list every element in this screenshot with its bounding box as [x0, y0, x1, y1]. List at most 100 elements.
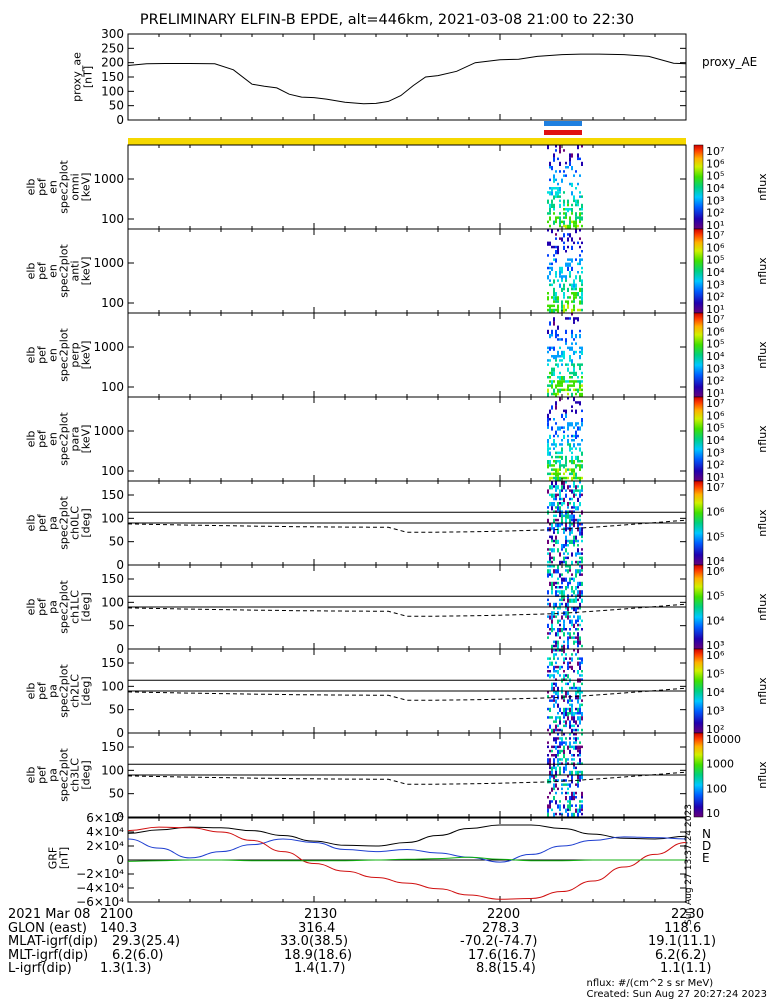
spectrogram-cell: [581, 670, 583, 673]
spectrogram-cell: [547, 229, 549, 232]
spectrogram-cell: [561, 548, 563, 551]
spectrogram-cell: [573, 796, 575, 801]
spectrogram-cell: [547, 779, 549, 784]
spectrogram-cell: [571, 191, 573, 196]
spectrogram-cell: [561, 455, 563, 460]
spectrogram-cell: [579, 220, 581, 224]
spectrogram-cell: [565, 224, 567, 229]
spectrogram-cell: [579, 212, 581, 217]
colorbar-tick-label: 10⁷: [706, 145, 724, 158]
spectrogram-cell: [579, 552, 581, 555]
spectrogram-cell: [551, 426, 553, 431]
spectrogram-cell: [571, 598, 573, 603]
y-tick-label: 0: [116, 113, 124, 127]
y-axis-label: proxy_ae: [71, 52, 84, 102]
spectrogram-cell: [557, 460, 559, 463]
spectrogram-cell: [573, 220, 575, 225]
spectrogram-cell: [551, 560, 553, 564]
spectrogram-cell: [555, 178, 557, 182]
colorbar-tick-label: 10⁵: [706, 170, 724, 183]
spectrogram-cell: [573, 485, 575, 488]
colorbar: [693, 228, 704, 314]
spectrogram-cell: [569, 796, 571, 801]
spectrogram-cell: [565, 489, 567, 492]
spectrogram-cell: [579, 523, 581, 526]
colorbar-tick-label: 10³: [706, 362, 724, 375]
spectrogram-cell: [563, 661, 565, 665]
spectrogram-cell: [577, 586, 579, 589]
spectrogram-cell: [549, 359, 551, 362]
spectrogram-cell: [549, 674, 551, 679]
spectrogram-cell: [571, 153, 573, 158]
spectrogram-cell: [577, 590, 579, 595]
spectrogram-cell: [567, 245, 569, 249]
colorbar-tick-label: 10⁴: [706, 614, 725, 627]
spectrogram-cell: [567, 233, 569, 236]
spectrogram-cell: [563, 296, 565, 299]
spectrogram-cell: [553, 296, 555, 301]
y-axis-label: pef: [36, 345, 49, 364]
spectrogram-cell: [563, 619, 565, 624]
spectrogram-cell: [553, 371, 555, 376]
spectrogram-cell: [575, 334, 577, 339]
spectrogram-cell: [567, 636, 569, 641]
spectrogram-cell: [569, 233, 571, 238]
spectrogram-cell: [555, 682, 557, 687]
spectrogram-cell: [559, 224, 561, 228]
spectrogram-cell: [549, 447, 551, 450]
spectrogram-cell: [567, 699, 569, 704]
spectrogram-cell: [579, 216, 581, 221]
spectrogram-cell: [569, 161, 571, 166]
spectrogram-cell: [561, 737, 563, 742]
spectrogram-cell: [575, 434, 577, 439]
spectrogram-cell: [565, 678, 567, 681]
spectrogram-cell: [553, 691, 555, 694]
spectrogram-cell: [555, 699, 557, 704]
spectrogram-cell: [571, 283, 573, 288]
spectrogram-cell: [571, 791, 573, 796]
spectrogram-cell: [555, 779, 557, 782]
spectrogram-cell: [549, 632, 551, 635]
spectrogram-cell: [559, 808, 561, 812]
spectrogram-cell: [579, 493, 581, 498]
spectrogram-cell: [579, 392, 581, 397]
spectrogram-cell: [557, 523, 559, 528]
y-axis-label: anti: [69, 260, 82, 281]
spectrogram-cell: [559, 161, 561, 166]
spectrogram-cell: [573, 598, 575, 603]
spectrogram-cell: [565, 161, 567, 165]
spectrogram-cell: [561, 300, 563, 305]
colorbar-tick-label: 10³: [706, 194, 724, 207]
spectrogram-cell: [563, 733, 565, 736]
spectrogram-cell: [547, 657, 549, 660]
y-tick-label: 50: [109, 99, 124, 113]
spectrogram-cell: [577, 661, 579, 666]
spectrogram-cell: [581, 346, 583, 351]
colorbar-tick-label: 10¹: [706, 387, 724, 400]
spectrogram-cell: [563, 649, 565, 654]
spectrogram-cell: [581, 657, 583, 662]
spectrogram-cell: [553, 728, 555, 733]
spectrogram-cell: [581, 409, 583, 413]
spectrogram-cell: [549, 334, 551, 339]
spectrogram-cell: [577, 770, 579, 775]
y-axis-label: pef: [36, 513, 49, 532]
spectrogram-cell: [559, 636, 561, 639]
spectrogram-cell: [549, 602, 551, 607]
spectrogram-cell: [577, 779, 579, 784]
spectrogram-cell: [549, 800, 551, 805]
panel-frame: [127, 144, 687, 230]
spectrogram-cell: [553, 766, 555, 770]
spectrogram-cell: [549, 485, 551, 490]
spectrogram-cell: [561, 783, 563, 786]
footer-value: 6.2(6.2): [655, 947, 707, 963]
spectrogram-cell: [567, 300, 569, 305]
side-timestamp: Sun Aug 27 13:37:24 2023: [684, 804, 694, 925]
spectrogram-cell: [567, 208, 569, 213]
spectrogram-cell: [565, 556, 567, 560]
footer-value: 1.4(1.7): [294, 961, 346, 976]
spectrogram-cell: [551, 770, 553, 775]
spectrogram-cell: [547, 518, 549, 523]
spectrogram-cell: [555, 523, 557, 528]
spectrogram-cell: [577, 712, 579, 715]
